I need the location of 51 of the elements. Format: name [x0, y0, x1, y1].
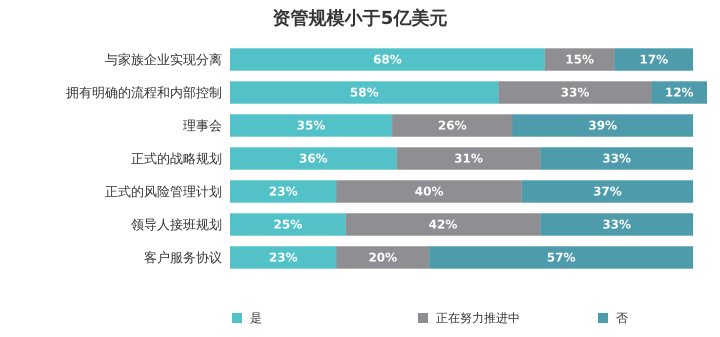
data-label: 42%	[428, 218, 458, 232]
data-label: 17%	[639, 52, 668, 67]
data-label: 33%	[602, 152, 632, 166]
data-label: 15%	[565, 52, 594, 67]
data-label: 23%	[268, 250, 298, 265]
data-label: 12%	[664, 86, 694, 100]
bar	[230, 246, 337, 269]
bar	[346, 213, 540, 236]
data-label: 37%	[593, 184, 622, 199]
data-label: 20%	[368, 250, 398, 265]
bar	[230, 180, 337, 203]
chart-title: 资管规模小于5亿美元	[272, 8, 448, 29]
y-tick-label: 领导人接班规划	[131, 218, 222, 234]
y-tick-label: 理事会	[183, 119, 222, 134]
bar	[336, 180, 522, 203]
bar	[230, 81, 499, 104]
data-label: 36%	[298, 152, 328, 166]
bar	[429, 246, 694, 269]
y-tick-label: 拥有明确的流程和内部控制	[66, 85, 222, 102]
y-tick-label: 正式的风险管理计划	[105, 185, 222, 200]
legend-label: 否	[616, 311, 628, 326]
data-label: 68%	[373, 52, 402, 67]
bar	[512, 114, 694, 137]
data-label: 40%	[414, 184, 444, 199]
bar	[336, 246, 430, 269]
data-label: 39%	[588, 118, 618, 133]
bar	[230, 213, 346, 236]
data-label: 26%	[438, 118, 467, 133]
bar	[230, 147, 397, 170]
bar	[540, 147, 694, 170]
data-label: 33%	[560, 86, 590, 100]
y-tick-label: 客户服务协议	[144, 250, 222, 266]
data-label: 57%	[546, 250, 576, 265]
data-label: 31%	[454, 152, 483, 166]
data-label: 33%	[602, 218, 632, 232]
bar	[230, 48, 545, 71]
legend-label: 正在努力推进中	[436, 311, 520, 326]
bar	[614, 48, 694, 71]
y-tick-label: 与家族企业实现分离	[105, 52, 222, 68]
bar	[522, 180, 694, 203]
bar	[230, 114, 392, 137]
bar	[498, 81, 652, 104]
bar	[392, 114, 512, 137]
bar	[540, 213, 694, 236]
y-tick-label: 正式的战略规划	[131, 152, 222, 168]
data-label: 23%	[268, 184, 298, 199]
bar	[396, 147, 540, 170]
data-label: 35%	[296, 118, 326, 133]
legend-label: 是	[250, 311, 262, 326]
data-label: 58%	[350, 86, 379, 100]
data-label: 25%	[274, 218, 302, 232]
